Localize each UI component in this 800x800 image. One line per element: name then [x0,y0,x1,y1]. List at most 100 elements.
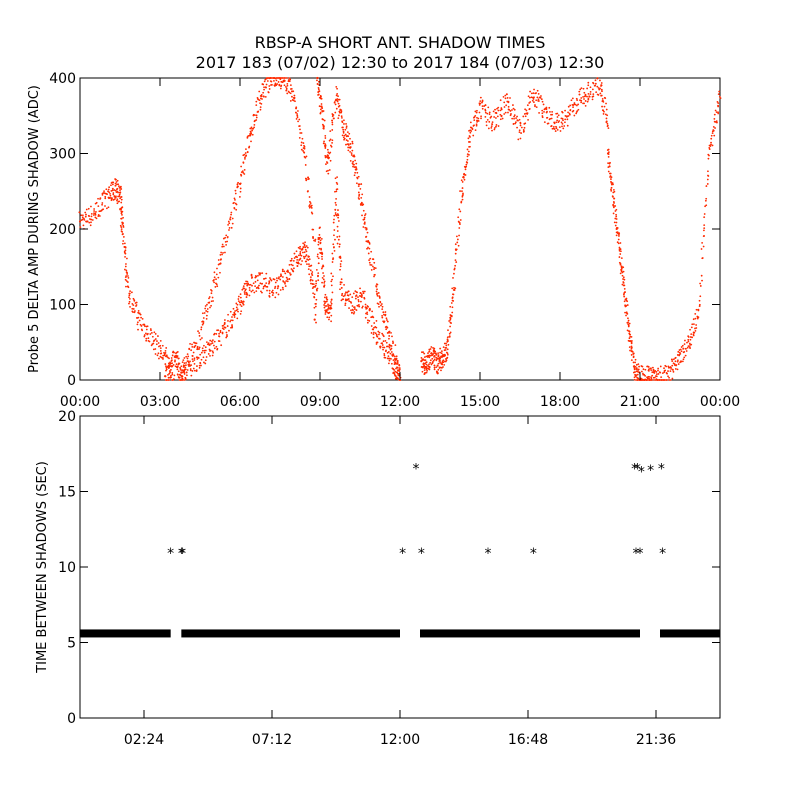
series-6-point [663,379,666,381]
series-5-point [532,101,535,104]
series-6-point [623,300,626,303]
series-5-point [459,219,462,221]
series-5-point [484,115,487,118]
series-1-point [228,329,230,332]
series-5-point [447,329,449,332]
series-5-point [428,368,431,371]
series-5-point [527,118,529,121]
series-6-point [619,248,622,250]
interval-point: * [413,461,420,477]
series-3-point [343,294,346,297]
series-3-point [334,190,336,193]
bottom-panel-points: * ** *** * ***** **** [80,461,720,638]
series-5-point [445,344,448,347]
series-6-point [612,196,614,198]
series-0-point [99,197,102,200]
series-0-point [130,291,133,294]
series-6-point [610,189,613,192]
series-5-point [428,356,431,359]
series-6-point [674,368,677,370]
series-1-point [302,242,305,245]
series-1-point [308,265,311,268]
bottom-y-tick-label: 0 [67,711,76,727]
series-4-point [319,108,322,111]
series-6-point [658,379,660,381]
series-4-point [366,247,368,250]
series-0-point [101,194,104,196]
series-2-point [200,328,203,331]
series-6-point [716,100,719,103]
series-1-point [243,291,246,293]
series-5-point [485,124,488,127]
series-3-point [340,281,343,284]
series-1-point [192,360,194,363]
series-2-point [288,91,291,94]
series-6-point [644,374,647,377]
series-3-point [313,306,316,309]
series-1-point [204,362,207,365]
series-5-point [499,118,502,121]
series-5-point [430,346,433,348]
series-5-point [520,132,523,134]
top-x-tick-label: 06:00 [220,394,260,410]
series-5-point [604,113,607,116]
series-3-point [336,183,339,185]
series-6-point [652,368,655,371]
series-1-point [277,277,280,280]
series-5-point [554,130,557,132]
series-5-point [504,97,507,100]
series-4-point [341,134,344,137]
series-5-point [445,342,447,345]
series-5-point [423,373,426,376]
series-2-point [208,297,210,300]
series-5-point [433,366,436,369]
interval-point: * [418,546,425,562]
series-3-point [390,358,392,360]
series-5-point [475,124,478,127]
series-4-point [367,252,370,255]
series-0-point [81,216,84,219]
series-2-point [185,355,188,358]
series-6-point [701,241,704,244]
series-0-point [121,231,124,233]
series-0-point [115,181,118,183]
series-3-point [375,343,378,345]
series-5-point [457,220,460,223]
series-0-point [129,305,131,308]
series-6-point [655,371,658,373]
series-5-point [599,92,602,95]
series-1-point [274,287,276,290]
series-5-point [433,355,436,358]
series-4-point [356,171,359,174]
series-5-point [545,106,548,109]
series-3-point [351,296,354,299]
series-4-point [333,101,336,104]
series-0-point [153,331,156,334]
series-2-point [234,189,237,192]
series-1-point [298,258,301,261]
series-2-point [221,253,223,256]
series-5-point [594,79,597,82]
series-4-point [331,119,333,122]
series-5-point [599,79,601,82]
bottom-y-tick-label: 10 [58,560,76,576]
series-6-point [663,370,666,372]
series-2-point [283,84,286,87]
series-2-point [303,151,306,154]
series-5-point [486,112,489,115]
series-2-point [191,346,194,348]
series-0-point [90,212,93,215]
series-2-point [191,343,193,346]
series-2-point [210,300,213,303]
series-2-point [210,289,213,292]
series-1-point [243,287,245,290]
series-6-point [691,336,694,339]
series-3-point [314,284,317,287]
series-0-point [105,188,108,191]
series-6-point [690,343,693,346]
series-5-point [556,116,559,118]
series-4-point [378,296,381,298]
series-2-point [304,164,307,166]
series-5-point [434,352,437,355]
series-4-point [388,330,391,333]
